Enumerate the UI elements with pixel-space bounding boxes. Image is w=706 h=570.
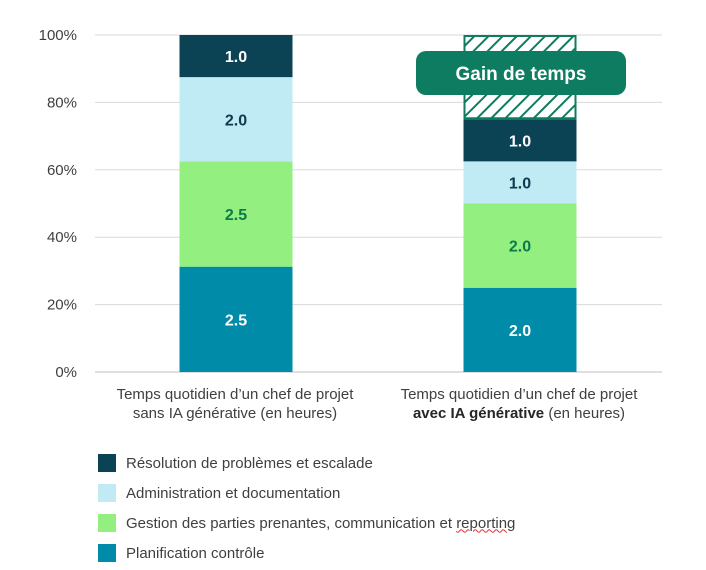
- bar-segment-0-1: [179, 161, 293, 267]
- time-saved-label: Gain de temps: [456, 64, 587, 85]
- legend-swatch-gestion: [98, 514, 116, 532]
- legend-swatch-planification: [98, 544, 116, 562]
- x-category-2-line2: avec IA générative (en heures): [379, 404, 659, 423]
- legend-item-gestion: Gestion des parties prenantes, communica…: [98, 508, 515, 538]
- x-category-2-rest: (en heures): [544, 405, 626, 422]
- legend-label-resolution: Résolution de problèmes et escalade: [126, 454, 373, 472]
- data-label-1-0: 2.0: [509, 323, 531, 340]
- stacked-bar-chart: 0% 20% 40% 60% 80% 100% 2.5 2.5 2.0 1.0 2.0 2.0 1.0…: [39, 27, 662, 381]
- legend-item-planification: Planification contrôle: [98, 538, 515, 568]
- bar-segment-0-2: [179, 77, 293, 162]
- x-category-2-bold: avec IA générative: [412, 405, 545, 422]
- x-category-1-line2: sans IA générative (en heures): [132, 405, 338, 422]
- legend-item-resolution: Résolution de problèmes et escalade: [98, 448, 515, 478]
- x-category-2-line1: Temps quotidien d’un chef de projet: [400, 386, 638, 403]
- legend-swatch-administration: [98, 484, 116, 502]
- x-category-1-line1: Temps quotidien d’un chef de projet: [116, 386, 354, 403]
- legend-swatch-resolution: [98, 454, 116, 472]
- x-category-label-2: Temps quotidien d’un chef de projet avec…: [379, 385, 659, 423]
- y-tick-label-1: 20%: [47, 297, 77, 314]
- data-label-0-0: 2.5: [225, 312, 247, 329]
- data-label-0-3: 1.0: [225, 49, 247, 66]
- y-tick-label-4: 80%: [47, 94, 77, 111]
- y-axis: 0% 20% 40% 60% 80% 100%: [39, 27, 77, 381]
- bar-segment-1-3: [463, 119, 577, 162]
- bar-segment-1-0: [463, 287, 577, 372]
- legend: Résolution de problèmes et escalade Admi…: [98, 448, 515, 568]
- y-tick-label-5: 100%: [39, 27, 77, 44]
- legend-label-gestion-b: reporting: [456, 514, 516, 532]
- bar-segment-1-2: [463, 161, 577, 204]
- legend-item-administration: Administration et documentation: [98, 478, 515, 508]
- bar-segment-1-1: [463, 203, 577, 288]
- time-saved-annotation: Gain de temps: [416, 35, 626, 120]
- time-saved-badge: [416, 51, 626, 95]
- data-label-1-3: 1.0: [509, 133, 531, 150]
- legend-label-planification: Planification contrôle: [126, 544, 265, 562]
- data-label-1-1: 2.0: [509, 239, 531, 256]
- x-category-label-1: Temps quotidien d’un chef de projet sans…: [95, 385, 375, 423]
- y-tick-label-3: 60%: [47, 162, 77, 179]
- y-tick-label-2: 40%: [47, 229, 77, 246]
- bar-segment-0-3: [179, 35, 293, 78]
- data-label-0-2: 2.0: [225, 112, 247, 129]
- data-label-0-1: 2.5: [225, 207, 247, 224]
- y-tick-label-0: 0%: [55, 364, 77, 381]
- legend-label-gestion-a: Gestion des parties prenantes, communica…: [126, 514, 457, 532]
- bars: 2.5 2.5 2.0 1.0 2.0 2.0 1.0 1.0: [179, 35, 577, 372]
- legend-label-gestion: Gestion des parties prenantes, communica…: [126, 515, 515, 532]
- legend-label-administration: Administration et documentation: [126, 484, 341, 502]
- bar-segment-0-0: [179, 266, 293, 372]
- data-label-1-2: 1.0: [509, 175, 531, 192]
